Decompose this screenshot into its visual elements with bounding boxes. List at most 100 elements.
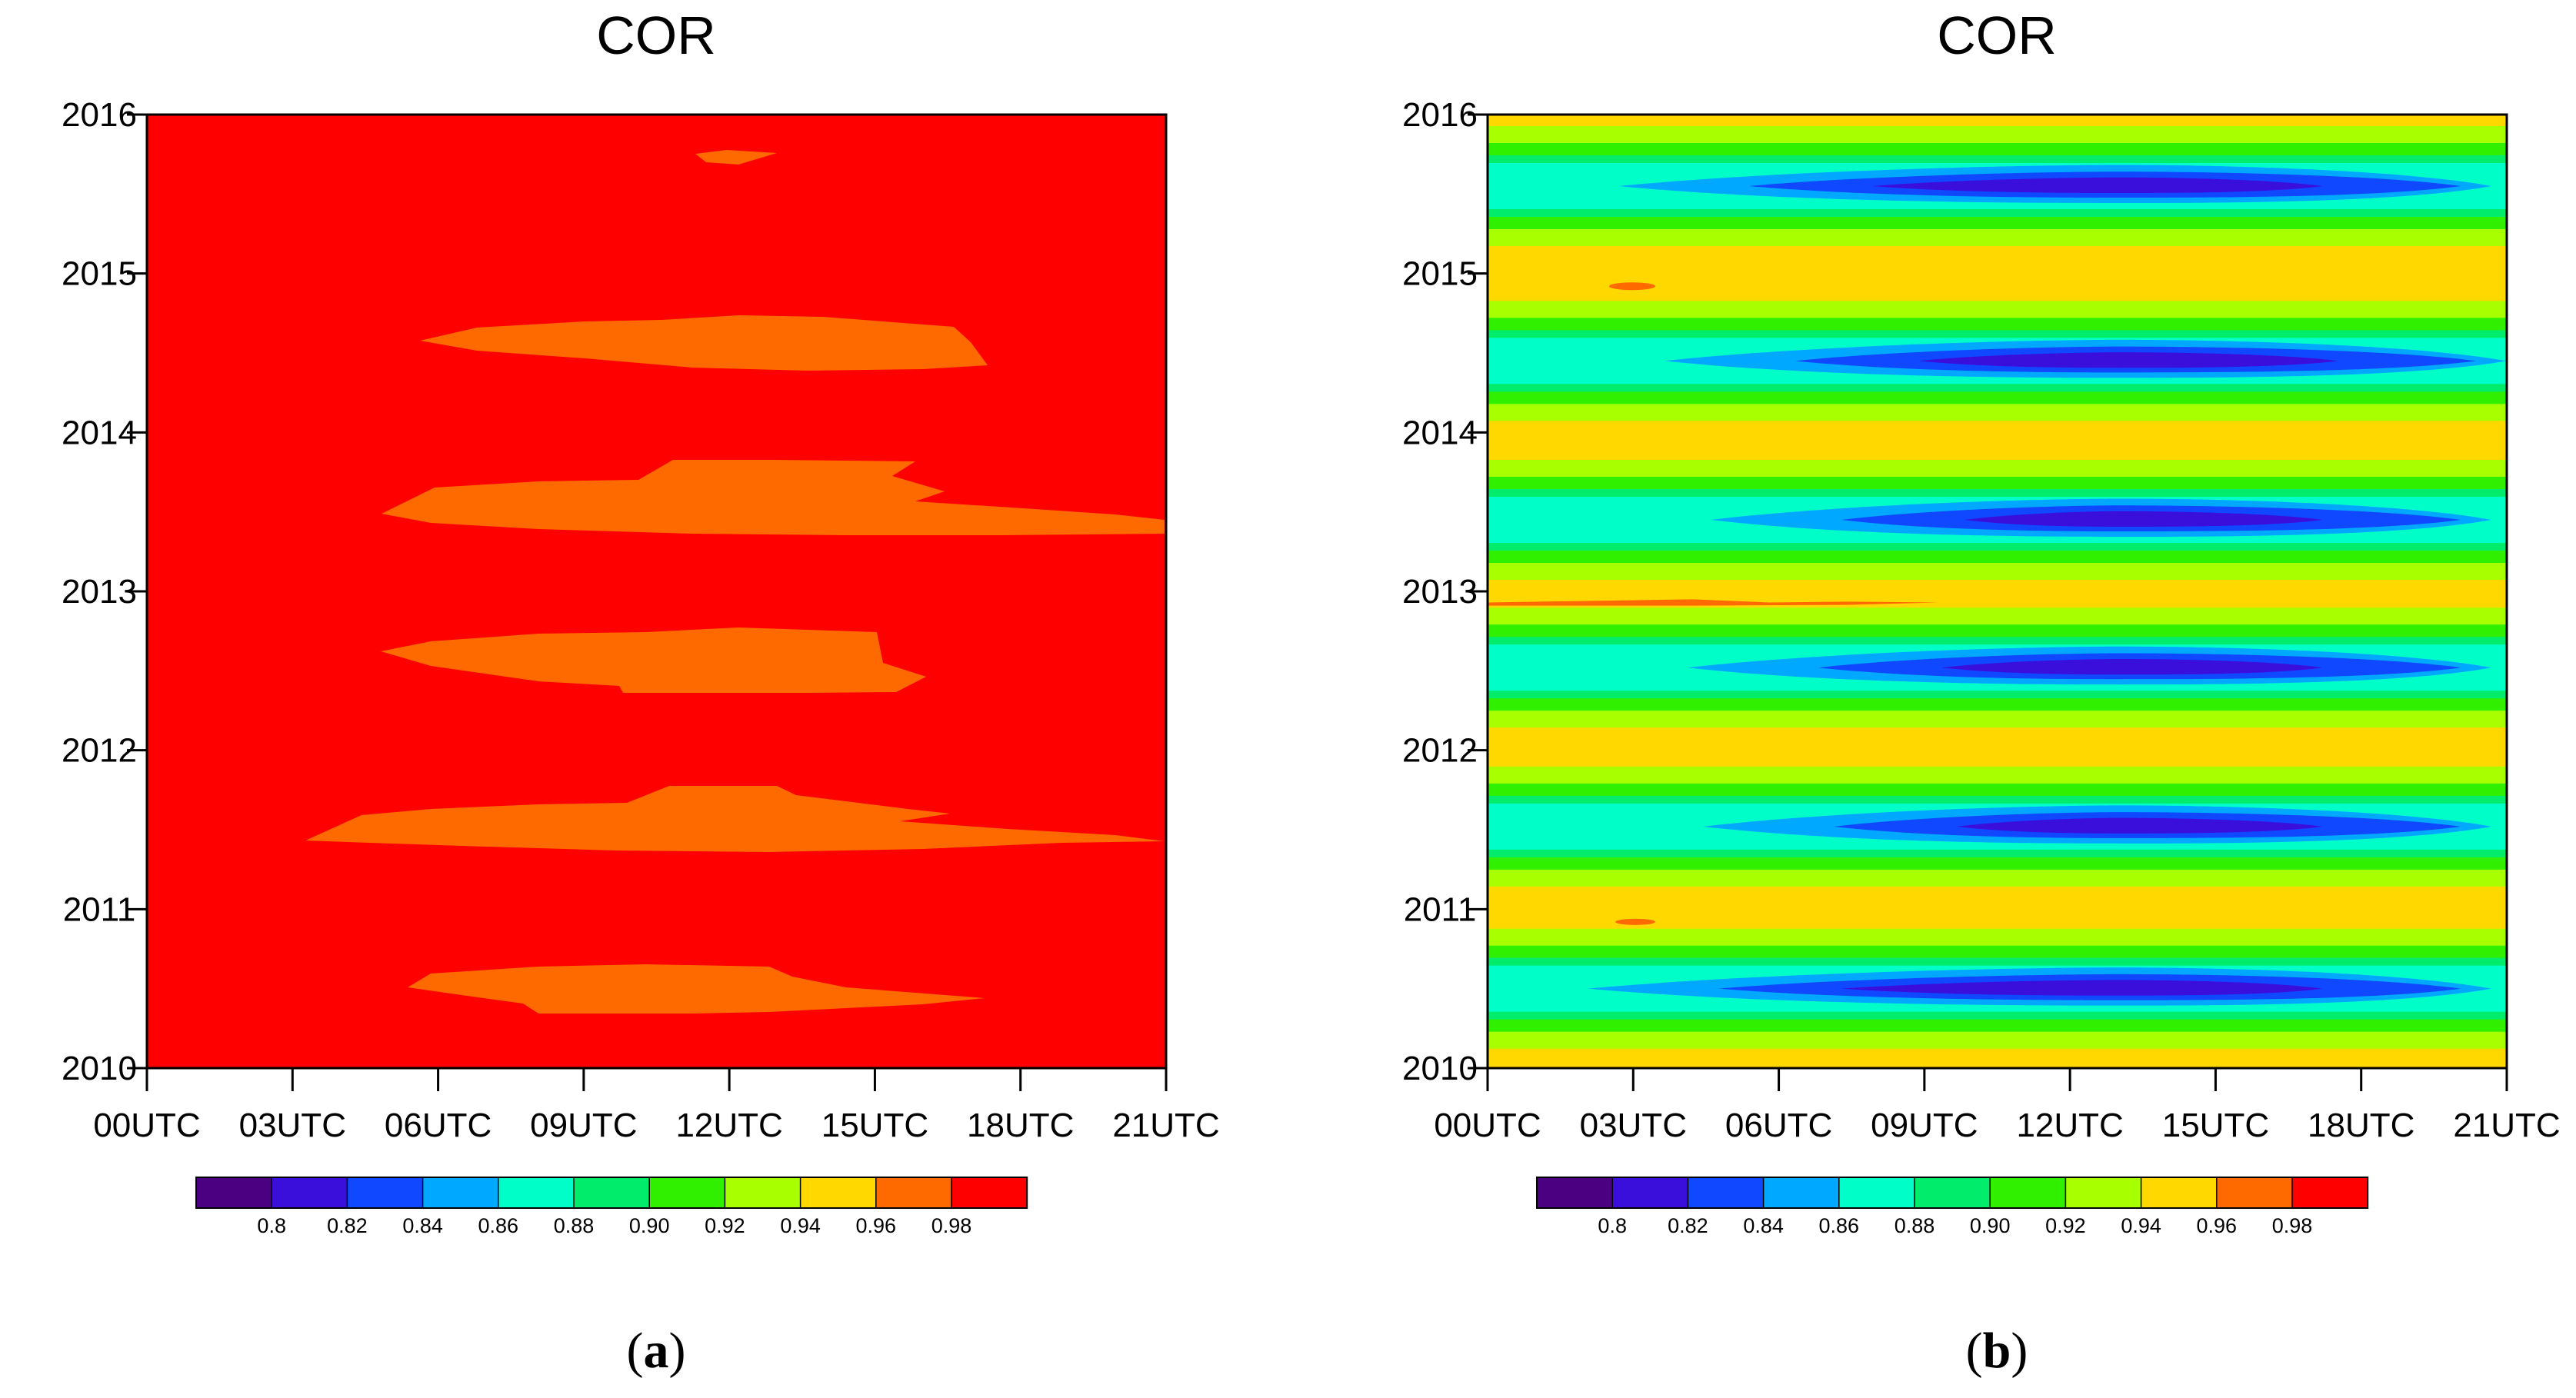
chart-b-colorbar-label: 0.8 xyxy=(1598,1214,1627,1237)
chart-b-contour-features xyxy=(1488,126,2507,1049)
chart-a-colorbar-label: 0.92 xyxy=(705,1214,745,1237)
chart-a-colorbar-swatch xyxy=(951,1177,1028,1208)
chart-a-y-tick-label: 2012 xyxy=(62,732,137,770)
chart-b-colorbar-swatch xyxy=(2216,1177,2293,1208)
chart-a-contour-band xyxy=(305,786,1165,852)
chart-a-x-tick-label: 18UTC xyxy=(967,1107,1074,1144)
chart-b-contour-band xyxy=(1841,980,2322,996)
chart-a-y-axis: 2010 2011 2012 2013 2014 2015 2016 xyxy=(62,96,147,1087)
chart-b-contour-band xyxy=(1615,918,1655,925)
chart-b-colorbar-label: 0.84 xyxy=(1743,1214,1784,1237)
chart-a-colorbar-swatch xyxy=(498,1177,575,1208)
chart-b-colorbar-label: 0.88 xyxy=(1895,1214,1935,1237)
chart-a-x-tick-label: 06UTC xyxy=(385,1107,492,1144)
chart-b-colorbar-label: 0.96 xyxy=(2197,1214,2238,1237)
chart-b-x-tick-label: 18UTC xyxy=(2308,1107,2414,1144)
chart-a-title: COR xyxy=(596,5,716,65)
chart-a-colorbar-swatch xyxy=(574,1177,650,1208)
chart-b-contour-band xyxy=(1957,817,2322,834)
chart-b-colorbar: 0.8 0.82 0.84 0.86 0.88 0.90 0.92 0.94 0.96 0.98 xyxy=(1536,1177,2369,1237)
chart-a-x-tick-label: 15UTC xyxy=(821,1107,928,1144)
chart-a-colorbar-swatch xyxy=(649,1177,725,1208)
chart-b-colorbar-swatch xyxy=(2292,1177,2368,1208)
chart-a: COR 2010 2011 2012 2013 2014 2015 2016 00UTC 03… xyxy=(62,5,1220,1379)
chart-b-x-tick-label: 03UTC xyxy=(1580,1107,1687,1144)
chart-b-x-axis: 00UTC 03UTC 06UTC 09UTC 12UTC 15UTC 18UTC 21UTC xyxy=(1434,1068,2561,1144)
chart-a-colorbar: 0.8 0.82 0.84 0.86 0.88 0.90 0.92 0.94 0.96 0.98 xyxy=(195,1177,1028,1237)
chart-b: COR 2010 2011 2012 2013 2014 2015 2016 00UTC 03… xyxy=(1402,5,2561,1379)
chart-a-contour-band xyxy=(695,150,777,165)
chart-a-x-tick-label: 00UTC xyxy=(93,1107,200,1144)
chart-b-x-tick-label: 06UTC xyxy=(1725,1107,1832,1144)
chart-a-x-axis: 00UTC 03UTC 06UTC 09UTC 12UTC 15UTC 18UTC 21UTC xyxy=(93,1068,1220,1144)
chart-b-x-tick-label: 12UTC xyxy=(2016,1107,2123,1144)
chart-a-colorbar-label: 0.82 xyxy=(327,1214,368,1237)
chart-b-y-axis: 2010 2011 2012 2013 2014 2015 2016 xyxy=(1402,96,1488,1087)
chart-a-y-tick-label: 2010 xyxy=(62,1050,137,1087)
chart-b-x-tick-label: 00UTC xyxy=(1434,1107,1541,1144)
chart-b-title: COR xyxy=(1937,5,2057,65)
chart-b-contour-band xyxy=(1488,599,1938,606)
chart-a-y-tick-label: 2011 xyxy=(63,890,136,928)
chart-a-x-tick-label: 12UTC xyxy=(675,1107,782,1144)
chart-b-x-tick-label: 15UTC xyxy=(2162,1107,2269,1144)
chart-a-panel-label: (a) xyxy=(627,1323,686,1379)
chart-b-colorbar-swatch xyxy=(1763,1177,1840,1208)
chart-a-colorbar-label: 0.90 xyxy=(629,1214,670,1237)
chart-b-colorbar-swatch xyxy=(1688,1177,1765,1208)
chart-a-colorbar-label: 0.8 xyxy=(257,1214,286,1237)
chart-a-colorbar-swatch xyxy=(196,1177,272,1208)
chart-a-background-fill xyxy=(147,115,1166,1068)
chart-b-colorbar-label: 0.86 xyxy=(1819,1214,1860,1237)
chart-a-plot-area xyxy=(145,113,1168,1070)
chart-a-y-tick-label: 2016 xyxy=(62,96,137,134)
chart-b-colorbar-label: 0.98 xyxy=(2272,1214,2313,1237)
chart-b-colorbar-border xyxy=(1536,1177,2369,1209)
chart-b-colorbar-label: 0.90 xyxy=(1970,1214,2011,1237)
chart-b-x-tick-label: 09UTC xyxy=(1871,1107,1978,1144)
chart-b-colorbar-label: 0.94 xyxy=(2121,1214,2161,1237)
chart-b-colorbar-swatch xyxy=(1838,1177,1915,1208)
chart-b-contour-band xyxy=(1609,282,1655,291)
chart-a-contour-band xyxy=(381,627,926,693)
chart-a-colorbar-label: 0.86 xyxy=(478,1214,519,1237)
chart-a-colorbar-label: 0.96 xyxy=(856,1214,897,1237)
chart-a-colorbar-label: 0.98 xyxy=(931,1214,972,1237)
chart-b-colorbar-swatch xyxy=(1612,1177,1688,1208)
chart-a-x-tick-label: 03UTC xyxy=(239,1107,346,1144)
chart-b-background-fill xyxy=(1488,115,2507,1068)
chart-b-colorbar-label: 0.92 xyxy=(2045,1214,2086,1237)
chart-a-colorbar-swatch xyxy=(725,1177,801,1208)
chart-a-colorbar-border xyxy=(195,1177,1028,1209)
chart-b-panel-letter: b xyxy=(1983,1323,2011,1379)
chart-b-colorbar-swatch xyxy=(1915,1177,1991,1208)
chart-a-colorbar-swatch xyxy=(422,1177,499,1208)
chart-b-colorbar-label: 0.82 xyxy=(1668,1214,1708,1237)
chart-a-contour-features xyxy=(305,150,1165,1014)
chart-b-y-tick-label: 2015 xyxy=(1402,255,1478,293)
chart-a-y-tick-label: 2014 xyxy=(62,414,137,451)
chart-b-x-tick-label: 21UTC xyxy=(2453,1107,2560,1144)
chart-b-colorbar-swatch xyxy=(1990,1177,2066,1208)
chart-a-y-tick-label: 2015 xyxy=(62,255,137,293)
chart-a-colorbar-swatch xyxy=(800,1177,877,1208)
chart-b-y-tick-label: 2014 xyxy=(1402,414,1478,451)
chart-b-y-tick-label: 2016 xyxy=(1402,96,1478,134)
chart-b-contour-band xyxy=(1918,352,2338,368)
chart-a-colorbar-swatch xyxy=(347,1177,424,1208)
chart-a-contour-band xyxy=(408,964,985,1014)
chart-a-colorbar-swatch xyxy=(272,1177,348,1208)
chart-b-panel-label: (b) xyxy=(1966,1323,2028,1379)
chart-b-y-tick-label: 2012 xyxy=(1402,732,1478,770)
chart-a-colorbar-label: 0.88 xyxy=(554,1214,595,1237)
chart-b-y-tick-label: 2013 xyxy=(1402,573,1478,611)
chart-a-x-tick-label: 21UTC xyxy=(1112,1107,1219,1144)
chart-a-panel-letter: a xyxy=(644,1323,669,1379)
chart-b-plot-area xyxy=(1486,113,2508,1070)
chart-b-contour-band xyxy=(1964,511,2322,527)
chart-b-colorbar-swatch xyxy=(2065,1177,2142,1208)
chart-a-y-tick-label: 2013 xyxy=(62,573,137,611)
chart-b-y-tick-label: 2010 xyxy=(1402,1050,1478,1087)
chart-b-contour-band xyxy=(1872,177,2322,193)
